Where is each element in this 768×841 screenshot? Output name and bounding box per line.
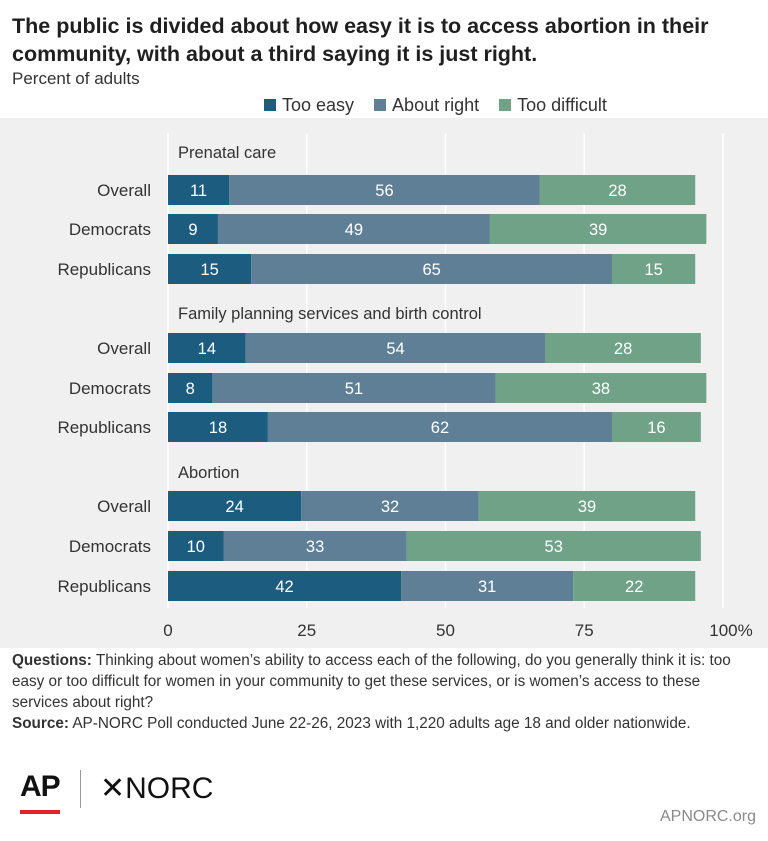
bar-segment [406, 531, 701, 561]
group-header: Family planning services and birth contr… [178, 305, 482, 323]
bar-segment [212, 373, 496, 403]
data-label: 39 [589, 221, 607, 239]
source-label: Source: [12, 715, 69, 732]
data-label: 56 [375, 182, 393, 200]
ap-logo-underline [20, 810, 60, 814]
legend-item-too-difficult: Too difficult [499, 95, 607, 116]
chart-title: The public is divided about how easy it … [12, 14, 709, 66]
logo-divider [80, 770, 81, 808]
chart-subtitle: Percent of adults [12, 69, 140, 88]
data-label: 31 [478, 578, 496, 596]
bar-segment [478, 491, 696, 521]
data-label: 32 [381, 498, 399, 516]
data-label: 22 [625, 578, 643, 596]
bar-segment [168, 531, 224, 561]
data-label: 28 [614, 340, 632, 358]
bar-segment [489, 214, 707, 244]
bar-segment [168, 214, 218, 244]
x-tick-label: 50 [436, 621, 455, 640]
legend-swatch-too-easy [264, 99, 276, 111]
row-label: Overall [97, 339, 151, 358]
legend-label-too-difficult: Too difficult [517, 94, 607, 115]
data-label: 65 [422, 261, 440, 279]
data-label: 38 [592, 380, 610, 398]
bar-segment [168, 373, 213, 403]
bar-segment [401, 571, 574, 601]
bar-segment [168, 412, 268, 442]
bar-segment [612, 254, 696, 284]
bar-segment [612, 412, 701, 442]
bar-segment [251, 254, 612, 284]
legend: Too easy About right Too difficult [264, 94, 627, 116]
bar-segment [545, 333, 701, 363]
data-label: 42 [275, 578, 293, 596]
data-label: 14 [198, 340, 216, 358]
bar-segment [217, 214, 490, 244]
legend-swatch-too-difficult [499, 99, 512, 111]
data-label: 18 [209, 419, 227, 437]
data-label: 24 [225, 498, 243, 516]
stacked-bar-chart: 0 25 50 75 100% Prenatal care Overall 11 56 28 Dem… [57, 133, 753, 640]
questions-label: Questions: [12, 652, 92, 669]
bar-segment [168, 333, 246, 363]
x-tick-label: 75 [575, 621, 594, 640]
data-label: 16 [647, 419, 665, 437]
data-label: 15 [644, 261, 662, 279]
group-header: Prenatal care [178, 144, 276, 162]
legend-item-about-right: About right [374, 95, 479, 116]
data-label: 11 [190, 182, 207, 200]
legend-label-about-right: About right [392, 94, 480, 115]
data-label: 51 [345, 380, 363, 398]
row-label: Overall [97, 497, 151, 516]
legend-swatch-about-right [374, 99, 387, 111]
bar-segment [223, 531, 407, 561]
data-label: 10 [187, 538, 205, 556]
source-note: Source: AP-NORC Poll conducted June 22-2… [12, 713, 757, 734]
row-label: Republicans [57, 418, 151, 437]
data-label: 8 [186, 380, 195, 398]
row-label: Republicans [57, 260, 151, 279]
bar-segment [168, 571, 402, 601]
legend-label-too-easy: Too easy [282, 94, 355, 115]
data-label: 15 [200, 261, 218, 279]
data-label: 53 [545, 538, 563, 556]
legend-item-too-easy: Too easy [264, 95, 354, 116]
row-label: Republicans [57, 577, 151, 596]
data-label: 49 [345, 221, 363, 239]
bar-segment [168, 175, 230, 205]
bar-segment [229, 175, 540, 205]
row-label: Overall [97, 181, 151, 200]
questions-note: Questions: Thinking about women’s abilit… [12, 650, 757, 713]
row-label: Democrats [69, 537, 151, 556]
bar-segment [168, 254, 252, 284]
x-tick-label: 0 [163, 621, 172, 640]
bar-segment [495, 373, 707, 403]
bar-segment [245, 333, 546, 363]
row-label: Democrats [69, 379, 151, 398]
chart-notes: Questions: Thinking about women’s abilit… [12, 650, 757, 734]
norc-logo: ✕NORC [100, 772, 214, 805]
data-label: 9 [188, 221, 197, 239]
bar-segment [267, 412, 612, 442]
group-header: Abortion [178, 464, 239, 482]
row-label: Democrats [69, 220, 151, 239]
data-label: 39 [578, 498, 596, 516]
bar-segment [573, 571, 696, 601]
source-text: AP-NORC Poll conducted June 22-26, 2023 … [72, 715, 691, 732]
bar-segment [168, 491, 302, 521]
questions-text: Thinking about women’s ability to access… [12, 652, 731, 711]
data-label: 33 [306, 538, 324, 556]
data-label: 62 [431, 419, 449, 437]
bar-segment [539, 175, 696, 205]
x-tick-label: 100% [709, 621, 752, 640]
data-label: 28 [608, 182, 626, 200]
x-tick-label: 25 [297, 621, 316, 640]
ap-logo: AP [20, 770, 61, 803]
data-label: 54 [386, 340, 404, 358]
bar-segment [301, 491, 479, 521]
site-url: APNORC.org [659, 808, 756, 825]
